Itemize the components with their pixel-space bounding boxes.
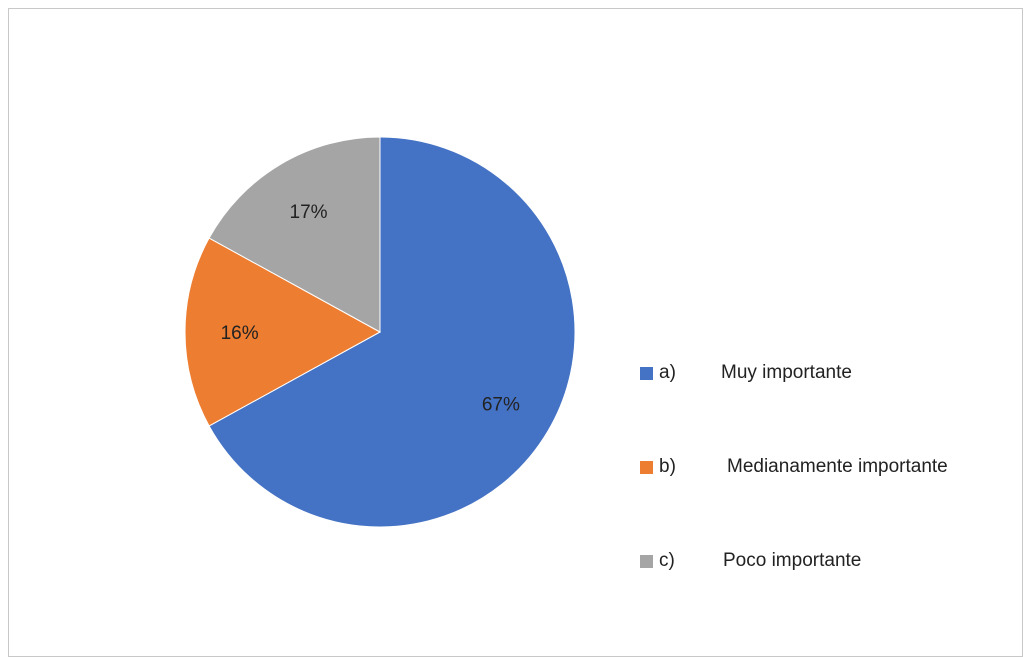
legend-swatch-a	[640, 366, 653, 380]
legend-marker-c: c)	[659, 550, 675, 571]
legend-marker-b: b)	[659, 456, 676, 477]
legend-item-b: b) Medianamente importante	[640, 452, 948, 482]
pie-slice-a	[208, 136, 576, 528]
legend-label-c: Poco importante	[723, 550, 862, 571]
legend-marker-a: a)	[659, 362, 676, 383]
legend-label-b: Medianamente importante	[727, 456, 948, 477]
slice-label-c: 17%	[290, 202, 328, 223]
slice-label-b: 16%	[221, 323, 259, 344]
legend-swatch-b	[640, 460, 653, 474]
legend-item-a: a) Muy importante	[640, 358, 852, 388]
legend-swatch-c	[640, 554, 653, 568]
pie-slice-c	[208, 136, 381, 333]
legend-item-c: c) Poco importante	[640, 546, 861, 576]
pie-slice-b	[184, 237, 382, 427]
legend-label-a: Muy importante	[721, 362, 852, 383]
slice-label-a: 67%	[482, 394, 520, 415]
